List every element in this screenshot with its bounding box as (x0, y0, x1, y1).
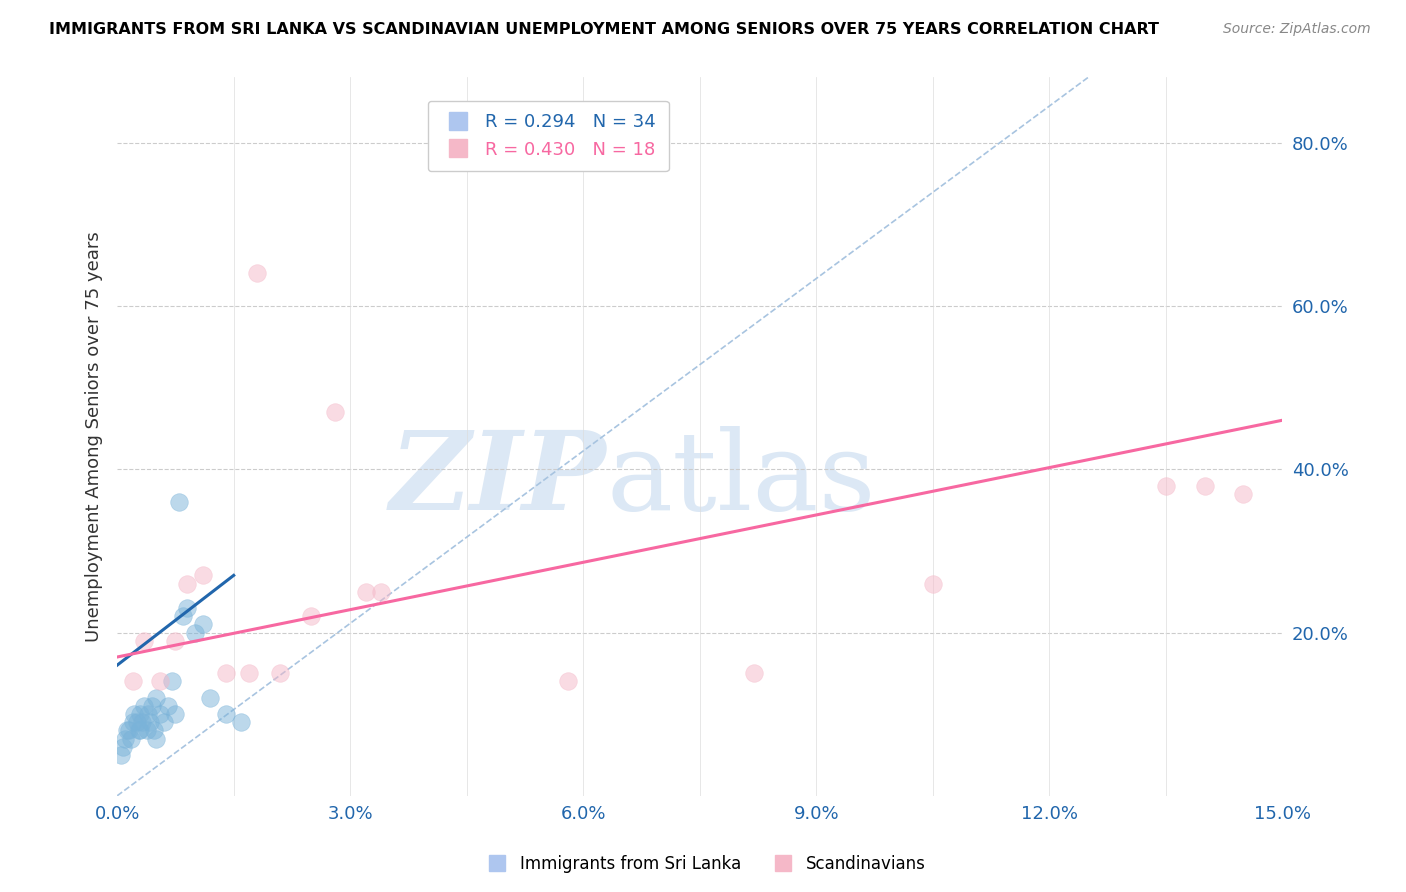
Point (114, 731, 136, 746)
Point (354, 584, 377, 599)
Point (149, 674, 172, 689)
Point (145, 690, 167, 705)
Point (269, 666, 291, 681)
Point (141, 698, 163, 713)
Point (124, 707, 146, 722)
Point (742, 666, 765, 681)
Text: ZIP: ZIP (389, 426, 606, 533)
Point (200, 690, 222, 705)
Point (299, 609, 322, 624)
Point (143, 723, 166, 738)
Point (184, 625, 207, 640)
Point (152, 715, 174, 730)
Point (121, 715, 143, 730)
Point (115, 723, 138, 738)
Point (118, 723, 141, 738)
Point (921, 576, 943, 591)
Point (145, 731, 167, 746)
Point (557, 674, 579, 689)
Point (149, 707, 172, 722)
Point (370, 584, 392, 599)
Point (165, 633, 187, 648)
Point (134, 698, 156, 713)
Point (135, 723, 157, 738)
Y-axis label: Unemployment Among Seniors over 75 years: Unemployment Among Seniors over 75 years (86, 231, 103, 642)
Point (134, 633, 156, 648)
Point (215, 666, 238, 681)
Point (128, 723, 150, 738)
Point (160, 674, 183, 689)
Point (323, 405, 346, 419)
Point (1232, 487, 1254, 501)
Legend: Immigrants from Sri Lanka, Scandinavians: Immigrants from Sri Lanka, Scandinavians (474, 848, 932, 880)
Point (110, 747, 132, 762)
Point (1154, 478, 1177, 492)
Point (169, 495, 191, 509)
Point (238, 666, 260, 681)
Point (121, 674, 143, 689)
Point (172, 609, 194, 624)
Point (125, 715, 148, 730)
Point (191, 568, 214, 582)
Point (246, 266, 269, 280)
Point (165, 707, 187, 722)
Point (156, 698, 179, 713)
Text: Source: ZipAtlas.com: Source: ZipAtlas.com (1223, 22, 1371, 37)
Legend: R = 0.294   N = 34, R = 0.430   N = 18: R = 0.294 N = 34, R = 0.430 N = 18 (427, 101, 669, 171)
Point (231, 715, 253, 730)
Point (139, 715, 162, 730)
Point (136, 707, 159, 722)
Point (131, 715, 153, 730)
Point (215, 707, 238, 722)
Point (191, 617, 214, 632)
Point (176, 576, 198, 591)
Point (129, 707, 152, 722)
Text: atlas: atlas (606, 426, 876, 533)
Point (1194, 478, 1216, 492)
Point (112, 739, 135, 754)
Point (176, 601, 198, 615)
Point (129, 723, 152, 738)
Point (120, 731, 142, 746)
Text: IMMIGRANTS FROM SRI LANKA VS SCANDINAVIAN UNEMPLOYMENT AMONG SENIORS OVER 75 YEA: IMMIGRANTS FROM SRI LANKA VS SCANDINAVIA… (49, 22, 1159, 37)
